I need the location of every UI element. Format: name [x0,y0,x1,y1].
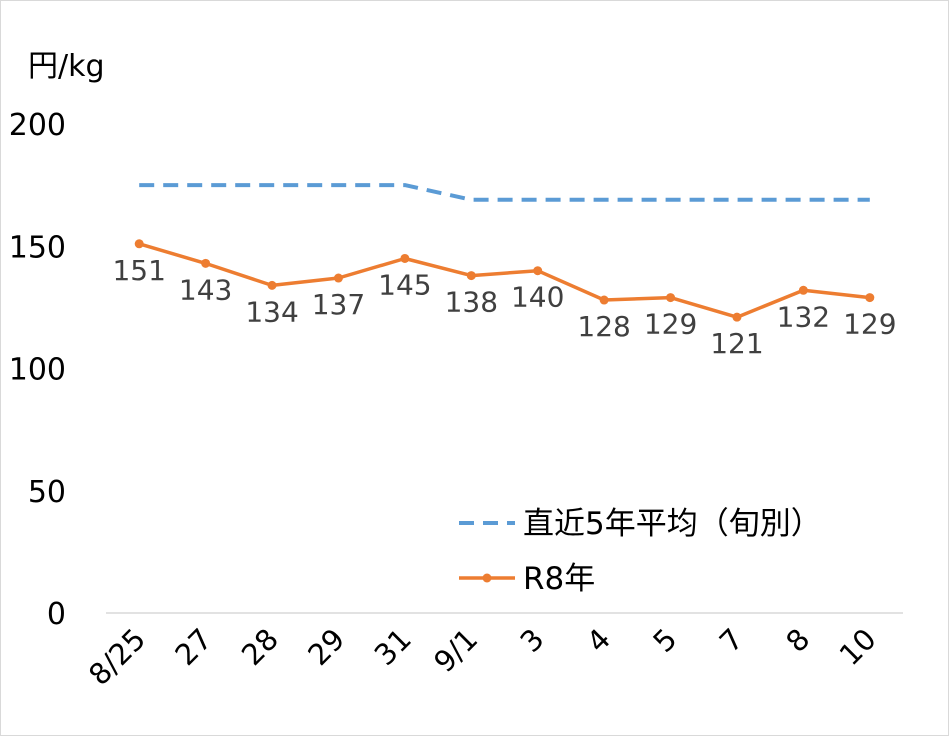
data-point-marker [134,239,144,249]
data-label: 129 [843,308,896,341]
y-axis-unit-label: 円/kg [28,49,105,84]
x-tick-label: 10 [833,622,883,672]
x-tick-label: 29 [301,622,351,672]
x-tick-label: 8 [779,622,816,659]
series-line-average [139,183,870,202]
data-point-marker [533,266,543,276]
data-point-marker [466,271,476,281]
x-tick-label: 4 [580,622,617,659]
y-tick-label: 0 [47,597,66,632]
data-label: 134 [245,295,298,328]
x-tick-label: 3 [514,622,551,659]
data-point-marker [732,312,742,322]
data-label: 129 [644,308,697,341]
x-tick-label: 7 [713,622,750,659]
data-label: 128 [577,310,630,343]
data-point-marker [865,293,875,303]
data-label: 121 [710,327,763,360]
data-point-marker [798,285,808,295]
data-label: 137 [312,288,365,321]
y-axis-ticks: 0 50 100 150 200 [9,108,66,632]
x-axis-ticks: 8/25 27 28 29 31 9/1 3 4 5 7 8 10 [82,622,883,692]
x-tick-label: 27 [168,622,218,672]
series-line-current [138,242,870,319]
series-group: 151 143 134 137 145 138 140 128 129 121 132 129 [112,183,897,360]
data-point-marker [666,293,676,303]
data-point-marker [201,258,211,268]
data-label: 138 [445,286,498,319]
x-tick-label: 9/1 [427,622,484,679]
data-label: 132 [777,300,830,333]
x-tick-label: 8/25 [82,622,152,692]
y-tick-label: 50 [28,475,66,510]
data-label: 143 [179,273,232,306]
data-point-marker [267,280,277,290]
x-tick-label: 28 [235,622,285,672]
x-tick-label: 31 [368,622,418,672]
data-point-marker [333,273,343,283]
y-tick-label: 150 [9,230,66,265]
data-label: 145 [378,268,431,301]
legend: 直近5年平均（旬別） R8年 [459,506,822,597]
data-point-marker [599,295,609,305]
x-tick-label: 5 [646,622,683,659]
data-label: 151 [112,254,165,287]
data-point-marker [400,253,410,263]
y-tick-label: 100 [9,353,66,388]
data-label: 140 [511,281,564,314]
legend-swatch-marker [482,573,492,583]
legend-label: 直近5年平均（旬別） [523,506,822,542]
legend-label: R8年 [523,561,595,597]
y-tick-label: 200 [9,108,66,143]
